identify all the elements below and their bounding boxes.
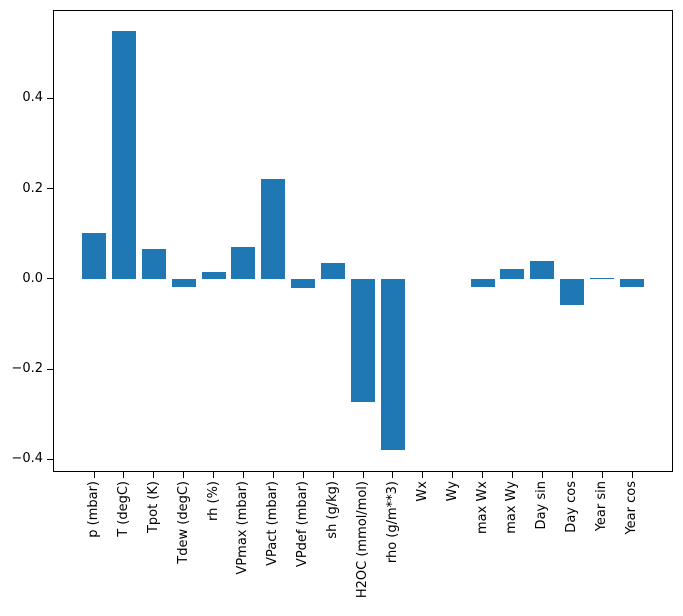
x-tick-label: Wy xyxy=(444,481,460,502)
x-tick-label: Year cos xyxy=(624,481,639,535)
x-tick-mark xyxy=(272,472,274,478)
x-tick-label: Day cos xyxy=(564,481,580,533)
x-tick-mark xyxy=(183,472,185,478)
x-tick-mark xyxy=(511,472,513,478)
x-tick-label: rh (%) xyxy=(205,481,221,521)
y-tick-mark xyxy=(47,188,53,190)
bar-day-sin xyxy=(530,261,555,279)
x-tick-label: VPdef (mbar) xyxy=(295,481,311,568)
bar-year-cos xyxy=(620,278,644,287)
x-tick-label: p (mbar) xyxy=(86,481,101,538)
x-tick-mark xyxy=(213,472,215,478)
x-tick-mark xyxy=(571,472,573,478)
x-tick-mark xyxy=(631,472,633,478)
y-tick-mark xyxy=(47,97,53,99)
x-tick-label: max Wx xyxy=(474,481,490,535)
x-tick-mark xyxy=(541,472,543,478)
bar-tpot-k xyxy=(141,248,166,279)
bar-max-wy xyxy=(500,268,525,279)
x-tick-label: T (degC) xyxy=(115,481,131,537)
x-tick-mark xyxy=(123,472,125,478)
x-tick-label: VPact (mbar) xyxy=(265,481,281,566)
y-tick-label: 0.0 xyxy=(22,270,43,286)
y-tick-label: 0.4 xyxy=(22,90,43,106)
x-tick-mark xyxy=(153,472,155,478)
x-tick-mark xyxy=(242,472,244,478)
bar-h2oc-mmol-mol xyxy=(351,278,375,402)
bar-vpact-mbar xyxy=(261,178,286,279)
bar-p-mbar xyxy=(82,233,106,279)
x-tick-label: rho (g/m**3) xyxy=(384,481,400,564)
bar-max-wx xyxy=(470,278,495,288)
x-tick-label: Tpot (K) xyxy=(145,481,161,534)
x-tick-mark xyxy=(392,472,394,478)
x-tick-label: sh (g/kg) xyxy=(325,481,341,539)
bar-rho-g-m-3 xyxy=(380,278,405,450)
bar-day-cos xyxy=(560,278,585,305)
plot-area xyxy=(53,10,673,472)
x-tick-mark xyxy=(601,472,603,478)
x-tick-label: H2OC (mmol/mol) xyxy=(355,481,370,599)
x-tick-label: Day sin xyxy=(534,481,550,530)
x-tick-label: Year sin xyxy=(594,481,610,532)
bar-rh xyxy=(201,272,226,279)
x-tick-mark xyxy=(422,472,424,478)
x-tick-mark xyxy=(362,472,364,478)
y-tick-mark xyxy=(47,278,53,280)
bar-vpmax-mbar xyxy=(231,247,256,279)
x-tick-mark xyxy=(93,472,95,478)
x-tick-mark xyxy=(452,472,454,478)
x-tick-label: Wx xyxy=(414,481,430,502)
x-tick-label: VPmax (mbar) xyxy=(235,481,251,575)
bar-tdew-degc xyxy=(171,278,196,287)
bar-vpdef-mbar xyxy=(291,278,316,288)
x-tick-label: Tdew (degC) xyxy=(175,481,191,564)
x-tick-mark xyxy=(482,472,484,478)
y-tick-mark xyxy=(47,458,53,460)
y-tick-label: −0.4 xyxy=(11,451,43,467)
bar-year-sin xyxy=(590,277,615,279)
x-tick-label: max Wy xyxy=(504,481,520,534)
y-tick-label: 0.2 xyxy=(22,180,43,196)
bar-t-degc xyxy=(111,31,136,279)
x-tick-mark xyxy=(332,472,334,478)
y-tick-label: −0.2 xyxy=(11,361,43,377)
bar-sh-g-kg xyxy=(321,263,346,279)
x-tick-mark xyxy=(302,472,304,478)
y-tick-mark xyxy=(47,368,53,370)
